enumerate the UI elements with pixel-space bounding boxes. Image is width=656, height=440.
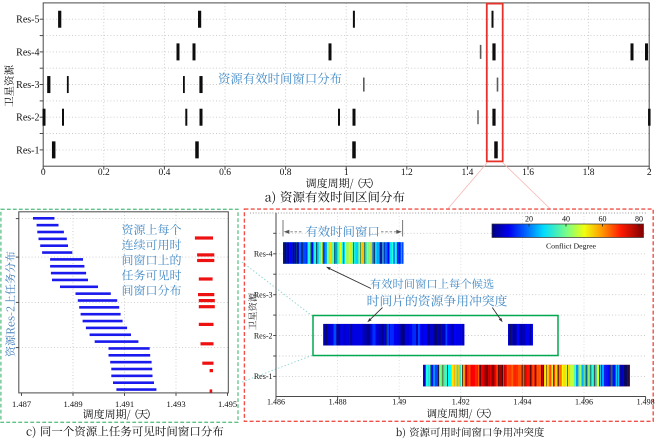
svg-text:Res-4: Res-4 xyxy=(16,47,39,58)
svg-text:0.6: 0.6 xyxy=(219,168,231,178)
svg-text:Res-1: Res-1 xyxy=(254,372,273,381)
svg-text:80: 80 xyxy=(635,215,643,224)
svg-text:Res-2: Res-2 xyxy=(16,113,39,124)
svg-text:1.488: 1.488 xyxy=(329,398,347,407)
svg-text:Res-2: Res-2 xyxy=(254,331,273,340)
svg-text:0: 0 xyxy=(41,168,46,178)
svg-text:1.494: 1.494 xyxy=(513,398,531,407)
svg-text:1.489: 1.489 xyxy=(63,399,82,409)
svg-text:2: 2 xyxy=(647,168,652,178)
svg-text:Conflict Degree: Conflict Degree xyxy=(546,242,597,251)
svg-text:1.486: 1.486 xyxy=(267,398,285,407)
svg-text:1.8: 1.8 xyxy=(583,168,595,178)
svg-text:1.4: 1.4 xyxy=(461,168,473,178)
svg-text:1.492: 1.492 xyxy=(452,398,470,407)
svg-text:1.487: 1.487 xyxy=(12,399,31,409)
svg-text:1.491: 1.491 xyxy=(115,399,134,409)
svg-text:1.495: 1.495 xyxy=(218,399,237,409)
svg-text:1: 1 xyxy=(344,168,349,178)
svg-text:0.2: 0.2 xyxy=(98,168,110,178)
svg-text:Res-3: Res-3 xyxy=(16,80,39,91)
svg-text:1.2: 1.2 xyxy=(401,168,413,178)
svg-text:1.49: 1.49 xyxy=(392,398,406,407)
svg-text:1.6: 1.6 xyxy=(522,168,534,178)
svg-text:60: 60 xyxy=(599,215,607,224)
svg-text:Res-3: Res-3 xyxy=(254,291,273,300)
svg-text:20: 20 xyxy=(525,215,533,224)
svg-text:1.498: 1.498 xyxy=(637,398,655,407)
svg-text:0.8: 0.8 xyxy=(280,168,292,178)
svg-text:Res-5: Res-5 xyxy=(16,15,39,26)
svg-text:1.493: 1.493 xyxy=(166,399,185,409)
svg-text:Res-1: Res-1 xyxy=(16,145,39,156)
svg-text:Res-4: Res-4 xyxy=(254,250,273,259)
svg-text:1.496: 1.496 xyxy=(575,398,593,407)
svg-text:0.4: 0.4 xyxy=(158,168,170,178)
svg-text:40: 40 xyxy=(562,215,570,224)
